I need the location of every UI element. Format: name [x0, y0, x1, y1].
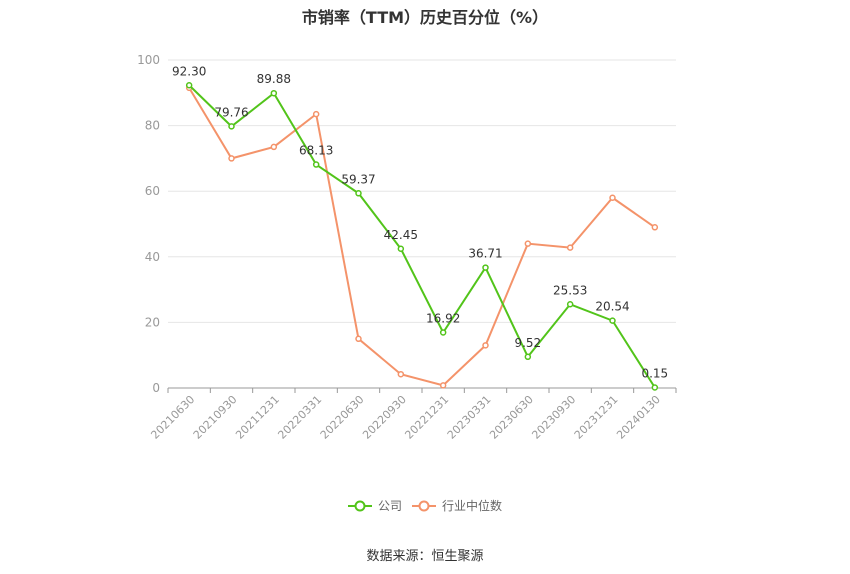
x-tick-label: 20211231 [233, 393, 282, 442]
y-tick-label: 80 [145, 119, 160, 133]
data-label: 42.45 [384, 228, 418, 242]
series-layer: 92.30 79.76 89.88 68.13 59.37 42.45 16.92 36.71… [172, 64, 668, 391]
data-point [270, 89, 278, 97]
y-tick-label: 60 [145, 184, 160, 198]
x-tick-label: 20220630 [318, 393, 367, 442]
y-tick-label: 40 [145, 250, 160, 264]
data-point [609, 194, 616, 202]
data-point [651, 224, 659, 231]
data-point [566, 244, 574, 251]
y-axis-ticks: 0 20 40 60 80 100 [137, 53, 160, 395]
legend-label: 行业中位数 [442, 498, 502, 513]
x-tick-label: 20230630 [487, 393, 536, 442]
data-point [312, 161, 320, 168]
data-label: 9.52 [514, 336, 541, 350]
data-label: 79.76 [214, 105, 248, 119]
data-point [397, 370, 405, 378]
data-point [355, 335, 362, 343]
data-point [270, 143, 278, 151]
data-label: 59.37 [341, 172, 375, 186]
series-line-0 [188, 84, 656, 389]
legend: 公司 行业中位数 [348, 498, 502, 513]
data-point [524, 353, 532, 361]
data-point [312, 110, 320, 118]
data-label: 20.54 [595, 300, 629, 314]
y-tick-label: 20 [145, 315, 160, 329]
x-tick-label: 20220930 [360, 393, 409, 442]
legend-marker [354, 500, 366, 512]
x-axis: 2021063020210930202112312022033120220630… [148, 387, 677, 442]
data-point [651, 384, 659, 391]
data-label: 68.13 [299, 144, 333, 158]
data-source: 数据来源：恒生聚源 [366, 549, 484, 564]
legend-marker [418, 500, 430, 512]
x-tick-label: 20210630 [148, 393, 197, 442]
data-point [609, 317, 616, 324]
data-label: 36.71 [468, 247, 502, 261]
x-tick-label: 20221231 [402, 393, 451, 442]
data-label: 89.88 [257, 72, 291, 86]
y-tick-label: 100 [137, 53, 160, 67]
data-point [482, 342, 489, 349]
x-tick-label: 20210930 [191, 393, 240, 442]
x-tick-label: 20220331 [275, 393, 324, 442]
data-label: 16.92 [426, 312, 460, 326]
x-tick-label: 20240130 [614, 393, 663, 442]
data-point [439, 382, 447, 389]
data-point [228, 123, 235, 130]
data-point [355, 190, 362, 197]
legend-label: 公司 [378, 499, 402, 513]
data-label: 92.30 [172, 64, 206, 78]
chart-title: 市销率（TTM）历史百分位（%） [301, 8, 549, 27]
data-point [228, 155, 235, 162]
data-point [524, 240, 532, 247]
x-tick-label: 20230930 [529, 393, 578, 442]
data-point [482, 264, 489, 271]
data-point [185, 82, 193, 89]
data-point [397, 245, 405, 253]
data-label: 25.53 [553, 283, 587, 297]
data-point [439, 329, 447, 336]
x-tick-label: 20231231 [572, 393, 621, 442]
series-line-1 [188, 87, 656, 387]
x-tick-label: 20230331 [445, 393, 494, 442]
data-label: 0.15 [641, 367, 668, 381]
y-tick-label: 0 [152, 381, 160, 395]
data-point [566, 301, 574, 308]
